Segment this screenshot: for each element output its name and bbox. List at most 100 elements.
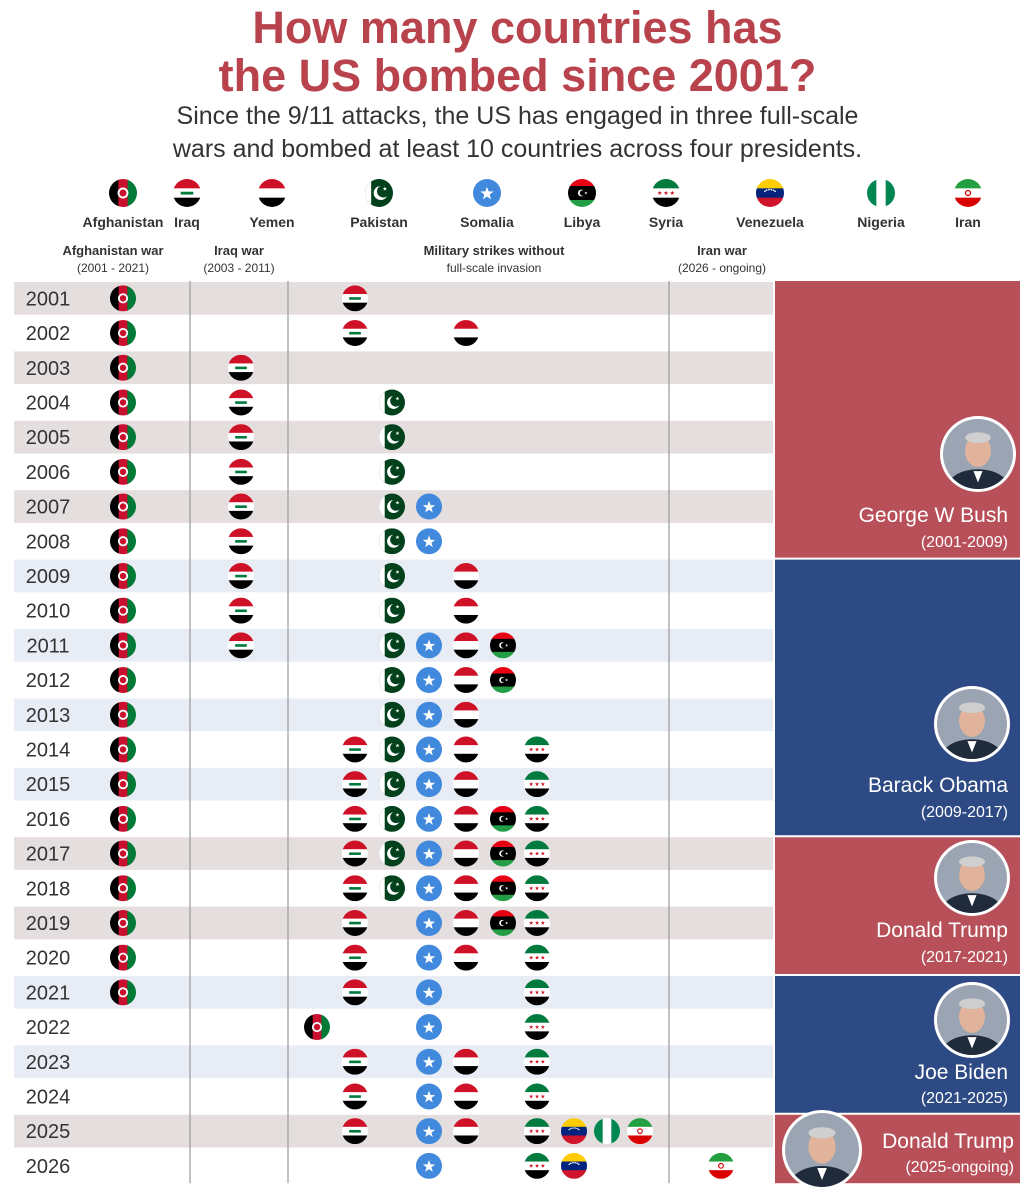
column-group-sub-1: (2003 - 2011) (203, 261, 274, 275)
strike-mark-iraq-2019 (342, 909, 368, 936)
strike-mark-pakistan-2007 (379, 493, 405, 520)
row-stripe (14, 282, 773, 315)
strike-mark-somalia-2019 (416, 909, 442, 936)
strike-mark-yemen-2014 (453, 736, 479, 763)
war-mark-afghanistan-2020 (110, 944, 136, 971)
strike-mark-syria-2024 (524, 1083, 550, 1110)
column-group-sub-0: (2001 - 2021) (77, 261, 149, 275)
war-mark-iraq-2008 (228, 528, 254, 555)
column-group-label-0: Afghanistan war (62, 243, 163, 258)
war-mark-afghanistan-2017 (110, 840, 136, 867)
strike-mark-somalia-2020 (416, 944, 442, 971)
strike-mark-pakistan-2013 (379, 701, 405, 728)
year-label-2021: 2021 (26, 982, 71, 1004)
legend-label-syria: Syria (649, 214, 683, 230)
title-line-2: the US bombed since 2001? (218, 50, 817, 101)
afghanistan-flag-icon (109, 179, 137, 207)
column-group-sub-3: (2026 - ongoing) (678, 261, 766, 275)
year-label-2009: 2009 (26, 566, 71, 588)
legend-label-libya: Libya (564, 214, 601, 230)
strike-mark-pakistan-2016 (379, 805, 405, 832)
year-label-2020: 2020 (26, 948, 71, 970)
pakistan-flag-icon (365, 179, 393, 207)
year-label-2012: 2012 (26, 670, 71, 692)
strike-mark-pakistan-2006 (379, 458, 405, 485)
war-mark-afghanistan-2016 (110, 805, 136, 832)
strike-mark-iraq-2018 (342, 875, 368, 902)
row-stripe (14, 1114, 773, 1148)
war-mark-iraq-2004 (228, 389, 254, 416)
president-term-0: (2001-2009) (921, 534, 1008, 551)
year-label-2013: 2013 (26, 705, 71, 727)
strike-mark-syria-2021 (524, 979, 550, 1006)
war-mark-iran-2026 (708, 1152, 734, 1179)
year-label-2025: 2025 (26, 1121, 71, 1143)
war-mark-afghanistan-2005 (110, 424, 136, 451)
president-name-4: Donald Trump (882, 1130, 1014, 1153)
legend-label-iran: Iran (955, 214, 981, 230)
strike-mark-yemen-2024 (453, 1083, 479, 1110)
strike-mark-libya-2012 (490, 667, 516, 694)
strike-mark-iraq-2016 (342, 805, 368, 832)
strike-mark-yemen-2011 (453, 632, 479, 659)
war-mark-afghanistan-2003 (110, 354, 136, 381)
strike-mark-yemen-2002 (453, 320, 479, 347)
strike-mark-yemen-2010 (453, 597, 479, 624)
row-stripe (14, 351, 773, 385)
strike-mark-yemen-2020 (453, 944, 479, 971)
president-term-4: (2025-ongoing) (905, 1159, 1014, 1176)
column-group-label-1: Iraq war (214, 243, 264, 258)
year-label-2001: 2001 (26, 288, 71, 310)
strike-mark-venezuela-2026 (561, 1152, 587, 1179)
strike-mark-yemen-2017 (453, 840, 479, 867)
strike-mark-pakistan-2008 (379, 528, 405, 555)
war-mark-iraq-2011 (228, 632, 254, 659)
strike-mark-pakistan-2005 (379, 424, 405, 451)
strike-mark-somalia-2026 (416, 1152, 442, 1179)
nigeria-flag-icon (867, 179, 895, 207)
president-portrait-2 (934, 840, 1010, 916)
legend-label-pakistan: Pakistan (350, 214, 408, 230)
war-mark-iraq-2007 (228, 493, 254, 520)
strike-mark-yemen-2025 (453, 1118, 479, 1145)
strike-mark-somalia-2012 (416, 667, 442, 694)
strike-mark-syria-2018 (524, 875, 550, 902)
subtitle-line-2: wars and bombed at least 10 countries ac… (172, 135, 863, 163)
strike-mark-syria-2014 (524, 736, 550, 763)
war-mark-iraq-2010 (228, 597, 254, 624)
war-mark-iraq-2006 (228, 458, 254, 485)
strike-mark-somalia-2013 (416, 701, 442, 728)
strike-mark-yemen-2015 (453, 771, 479, 798)
strike-mark-libya-2017 (490, 840, 516, 867)
strike-mark-somalia-2015 (416, 771, 442, 798)
year-label-2002: 2002 (26, 323, 71, 345)
legend-label-nigeria: Nigeria (857, 214, 905, 230)
strike-mark-somalia-2022 (416, 1014, 442, 1041)
strike-mark-iraq-2014 (342, 736, 368, 763)
strike-mark-libya-2016 (490, 805, 516, 832)
strike-mark-syria-2022 (524, 1014, 550, 1041)
strike-mark-syria-2016 (524, 805, 550, 832)
iran-flag-icon (954, 179, 982, 207)
year-label-2005: 2005 (26, 427, 71, 449)
strike-mark-somalia-2007 (416, 493, 442, 520)
column-group-label-3: Iran war (697, 243, 747, 258)
president-name-3: Joe Biden (915, 1061, 1008, 1084)
strike-mark-iraq-2023 (342, 1048, 368, 1075)
strike-mark-venezuela-2025 (561, 1118, 587, 1145)
strike-mark-syria-2026 (524, 1152, 550, 1179)
war-mark-afghanistan-2002 (110, 320, 136, 347)
legend-label-iraq: Iraq (174, 214, 200, 230)
year-label-2004: 2004 (26, 392, 71, 414)
year-label-2022: 2022 (26, 1017, 71, 1039)
year-label-2006: 2006 (26, 462, 71, 484)
war-mark-afghanistan-2015 (110, 771, 136, 798)
war-mark-afghanistan-2007 (110, 493, 136, 520)
chart-subtitle: Since the 9/11 attacks, the US has engag… (0, 100, 1035, 166)
strike-mark-yemen-2009 (453, 562, 479, 589)
strike-mark-iraq-2025 (342, 1118, 368, 1145)
year-label-2017: 2017 (26, 844, 71, 866)
yemen-flag-icon (258, 179, 286, 207)
president-portrait-1 (934, 686, 1010, 762)
year-label-2011: 2011 (26, 635, 69, 657)
